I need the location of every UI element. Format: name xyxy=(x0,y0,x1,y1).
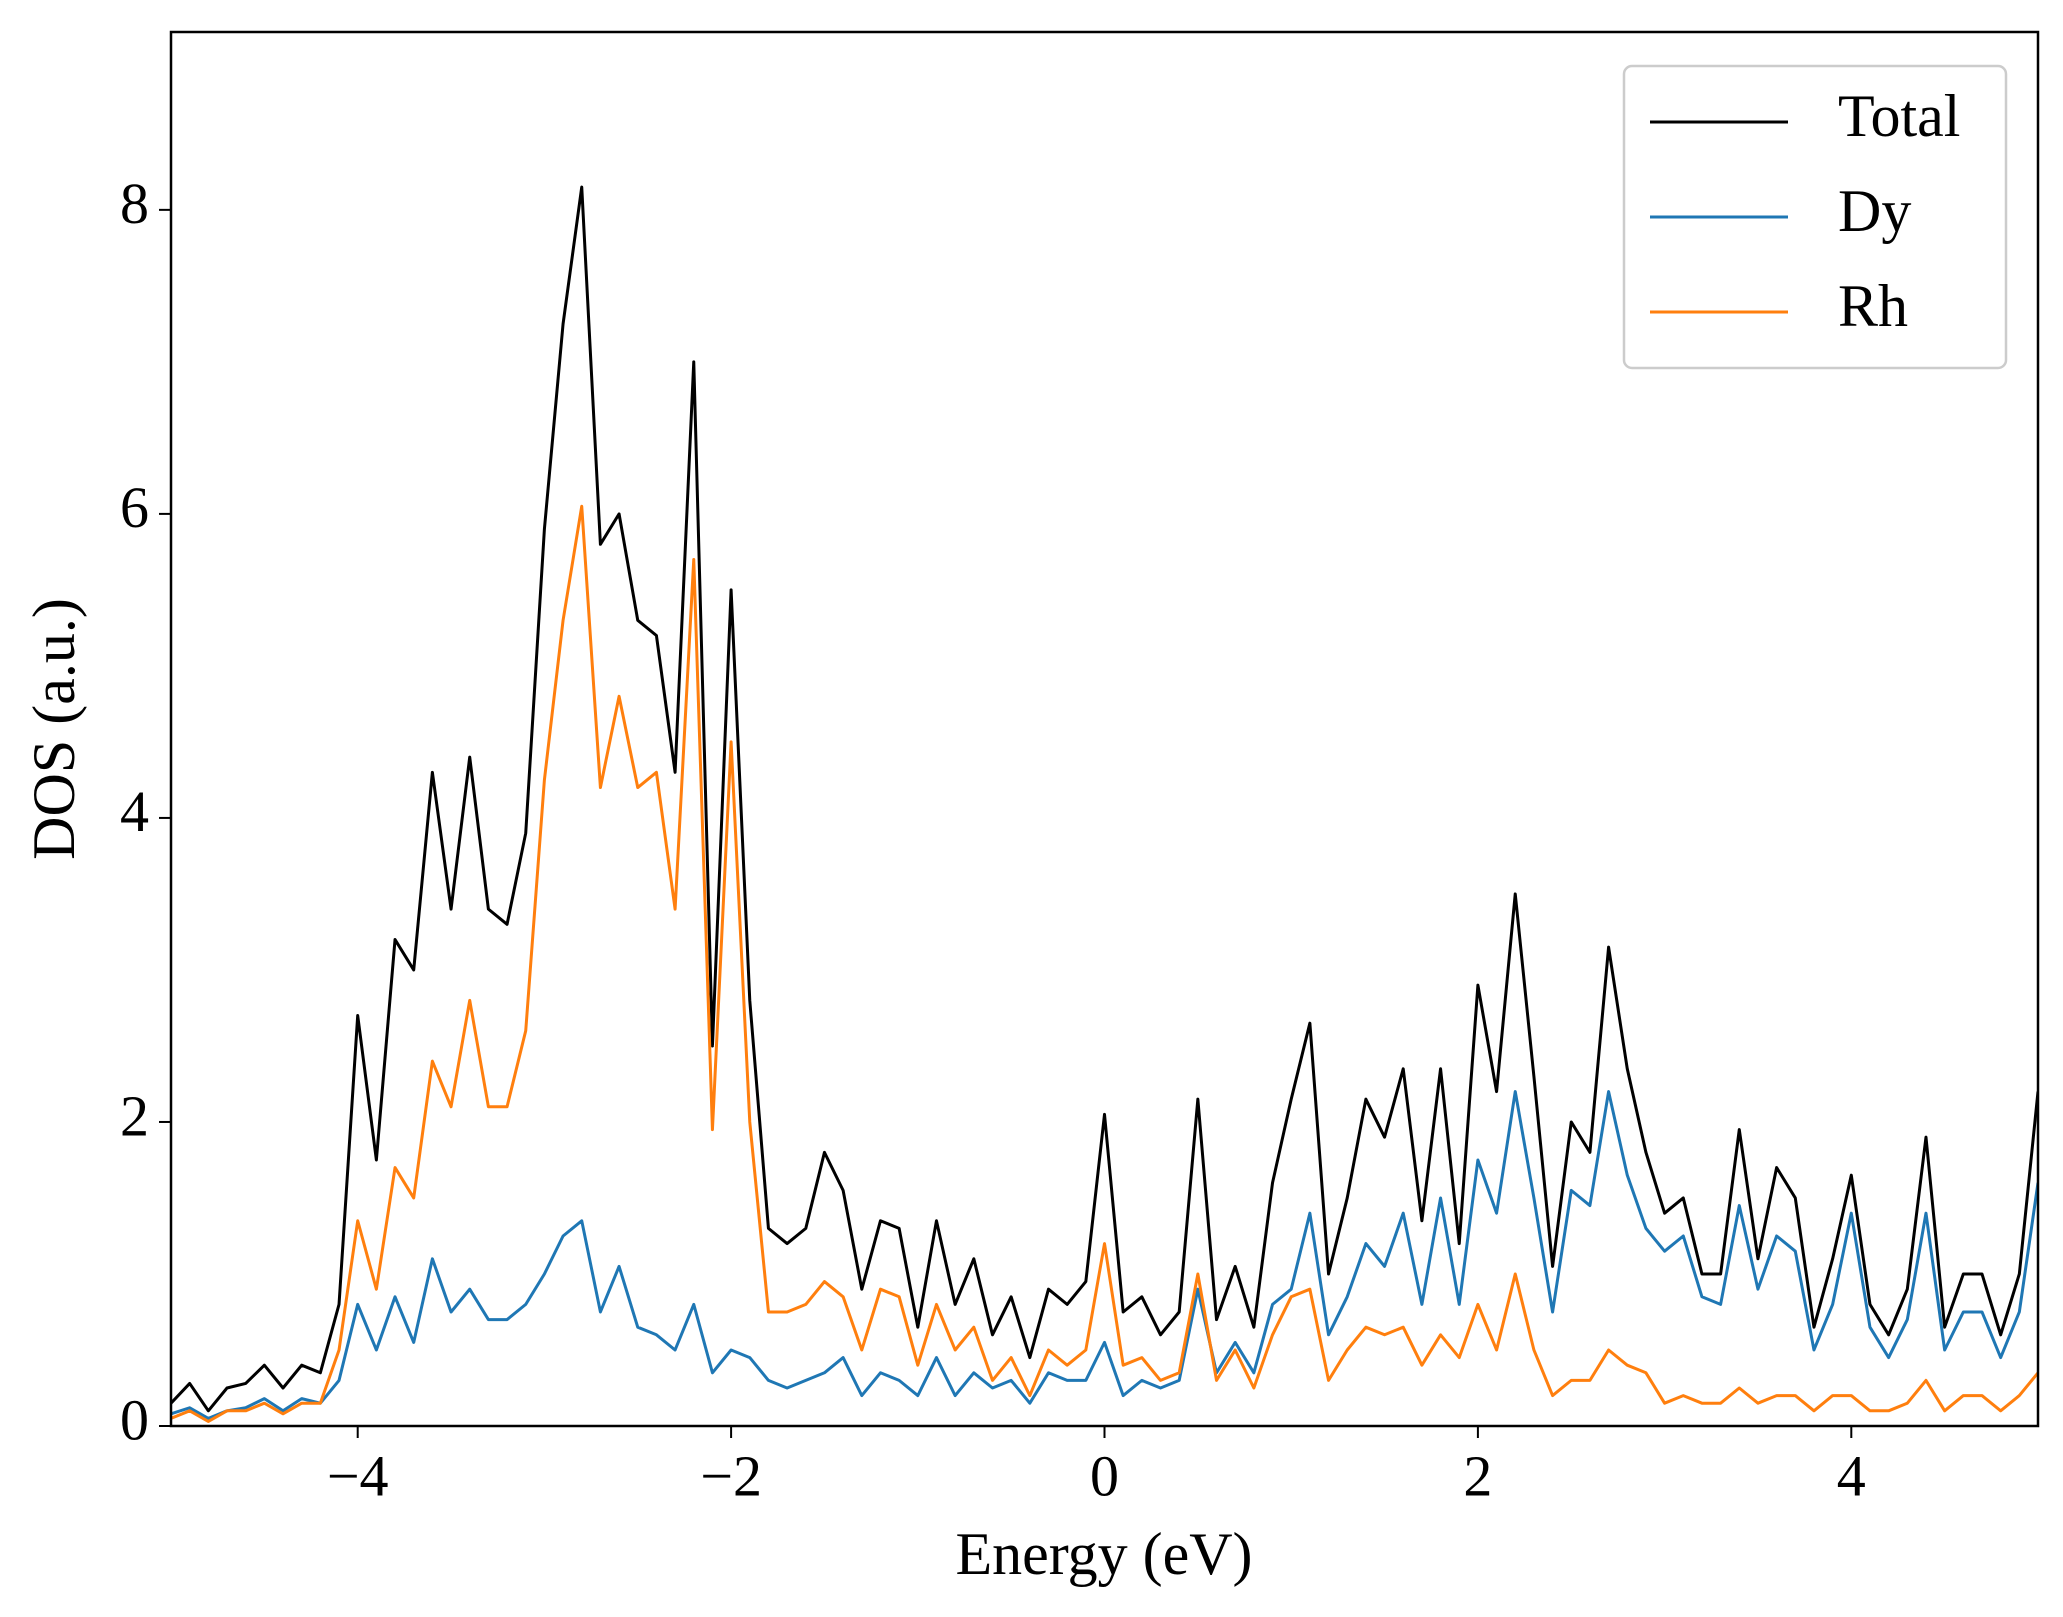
plot-frame xyxy=(169,30,2040,1428)
x-tick-label: −2 xyxy=(700,1443,762,1508)
series-line xyxy=(171,1090,2038,1420)
legend-label: Total xyxy=(1838,83,1960,149)
x-tick-label: −4 xyxy=(327,1443,389,1508)
legend-label: Rh xyxy=(1838,273,1908,339)
x-tick-label: 2 xyxy=(1463,1443,1492,1508)
series-line xyxy=(171,185,2038,1413)
x-axis-label: Energy (eV) xyxy=(955,1521,1252,1587)
legend-box xyxy=(1622,64,2008,370)
series-line xyxy=(171,504,2038,1423)
x-tick-label: 0 xyxy=(1090,1443,1119,1508)
y-tick-label: 8 xyxy=(120,171,149,236)
y-tick-label: 4 xyxy=(120,779,149,844)
y-tick-label: 6 xyxy=(120,475,149,540)
y-tick-label: 0 xyxy=(120,1387,149,1452)
y-axis-label: DOS (a.u.) xyxy=(21,598,87,860)
legend-label: Dy xyxy=(1838,178,1911,244)
y-tick-label: 2 xyxy=(120,1083,149,1148)
x-tick-label: 4 xyxy=(1837,1443,1866,1508)
